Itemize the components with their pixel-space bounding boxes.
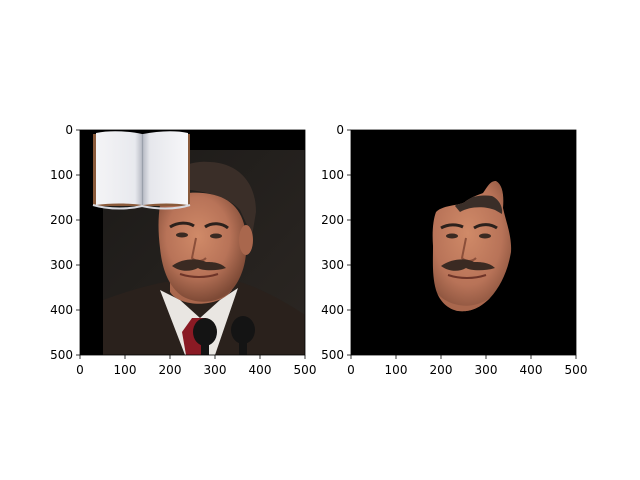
y-tick-label: 200 xyxy=(321,213,344,227)
microphone-left xyxy=(193,318,217,346)
y-tick-label: 200 xyxy=(50,213,73,227)
axes-frame-right xyxy=(350,129,577,356)
x-tick-label: 500 xyxy=(294,363,317,377)
x-tick-label: 0 xyxy=(76,363,84,377)
microphone-right xyxy=(231,316,255,344)
y-tick-label: 100 xyxy=(321,168,344,182)
ear xyxy=(239,225,253,255)
segmented-face-panel xyxy=(350,129,577,356)
open-book-overlay xyxy=(92,131,191,210)
y-tick-label: 0 xyxy=(65,123,73,137)
y-tick-label: 400 xyxy=(321,303,344,317)
y-tick-label: 500 xyxy=(321,348,344,362)
y-tick-label: 500 xyxy=(50,348,73,362)
left-eye xyxy=(176,232,188,238)
x-tick-label: 100 xyxy=(385,363,408,377)
right-eye xyxy=(210,233,222,239)
mouth xyxy=(179,273,219,278)
x-tick-label: 400 xyxy=(249,363,272,377)
x-tick-label: 400 xyxy=(520,363,543,377)
mustache xyxy=(172,259,226,271)
x-tick-label: 300 xyxy=(204,363,227,377)
y-tick-label: 300 xyxy=(321,258,344,272)
right-eyebrow xyxy=(204,222,229,230)
x-tick-label: 200 xyxy=(159,363,182,377)
y-tick-label: 0 xyxy=(336,123,344,137)
x-tick-label: 100 xyxy=(114,363,137,377)
x-tick-label: 0 xyxy=(347,363,355,377)
y-tick-label: 400 xyxy=(50,303,73,317)
y-tick-label: 100 xyxy=(50,168,73,182)
y-tick-label: 300 xyxy=(50,258,73,272)
axes-frame-left xyxy=(79,129,306,356)
x-tick-label: 200 xyxy=(430,363,453,377)
x-tick-label: 300 xyxy=(475,363,498,377)
left-eyebrow xyxy=(169,221,195,229)
original-image-panel xyxy=(79,129,306,356)
x-tick-label: 500 xyxy=(565,363,588,377)
